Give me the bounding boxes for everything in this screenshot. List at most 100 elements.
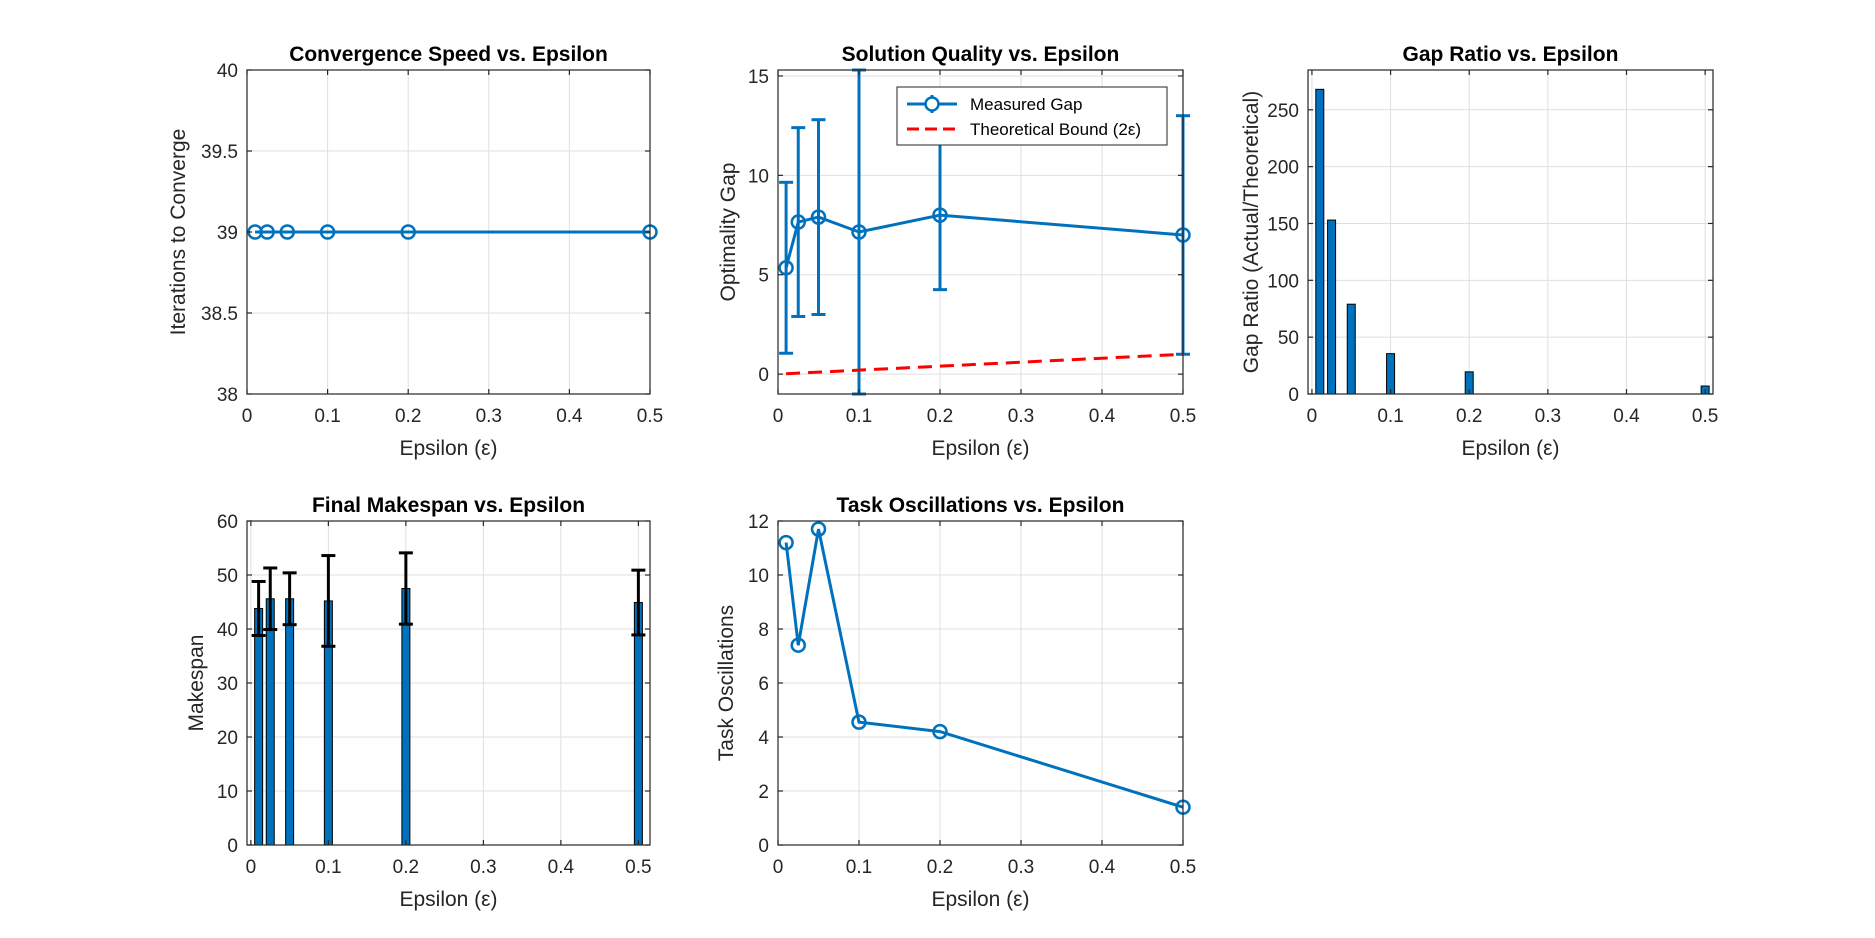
data-point xyxy=(259,224,275,240)
x-axis-label: Epsilon (ε) xyxy=(1461,437,1559,460)
data-point xyxy=(778,260,794,276)
x-tick-label: 0.5 xyxy=(625,857,651,878)
y-tick-label: 150 xyxy=(1267,214,1299,235)
x-axis-label: Epsilon (ε) xyxy=(399,437,497,460)
y-tick-label: 0 xyxy=(1288,385,1299,406)
x-tick-label: 0.1 xyxy=(846,857,872,878)
bar xyxy=(254,607,264,846)
x-tick-label: 0.4 xyxy=(1089,857,1116,878)
axes-box xyxy=(777,69,1184,395)
y-tick-label: 40 xyxy=(217,620,238,641)
x-tick-label: 0.5 xyxy=(1170,857,1196,878)
x-tick-label: 0.4 xyxy=(548,857,575,878)
x-tick-label: 0.4 xyxy=(1089,406,1116,427)
y-tick-label: 15 xyxy=(748,67,769,88)
error-bar xyxy=(398,551,413,626)
data-point xyxy=(400,224,416,240)
y-axis-label: Task Oscillations xyxy=(715,605,738,761)
y-tick-label: 100 xyxy=(1267,271,1299,292)
x-tick-label: 0.4 xyxy=(1613,406,1640,427)
x-axis-label: Epsilon (ε) xyxy=(931,437,1029,460)
ticks xyxy=(777,70,1184,394)
data-point xyxy=(279,224,296,240)
x-tick-label: 0.3 xyxy=(470,857,496,878)
bar xyxy=(401,588,411,846)
x-tick-label: 0.2 xyxy=(927,857,953,878)
subplot-1: 0 0.1 0.2 0.3 0.4 0.5 38 38.5 39 39.5 40 Convergenc… xyxy=(167,43,663,460)
y-tick-label: 0 xyxy=(758,365,769,386)
y-tick-label: 50 xyxy=(1278,328,1299,349)
x-tick-label: 0.2 xyxy=(393,857,419,878)
x-tick-label: 0.2 xyxy=(395,406,421,427)
bar xyxy=(1346,303,1356,395)
x-tick-label: 0.3 xyxy=(476,406,502,427)
bar xyxy=(1386,353,1396,395)
bar xyxy=(1315,88,1325,395)
x-tick-label: 0.4 xyxy=(556,406,583,427)
x-tick-label: 0.1 xyxy=(314,406,340,427)
x-tick-label: 0.1 xyxy=(315,857,341,878)
legend-marker xyxy=(924,96,940,112)
chart-title: Final Makespan vs. Epsilon xyxy=(312,494,585,517)
data-point xyxy=(851,714,867,730)
x-tick-label: 0 xyxy=(1307,406,1318,427)
x-tick-label: 0.3 xyxy=(1008,857,1034,878)
error-bar xyxy=(251,579,266,637)
y-tick-label: 20 xyxy=(217,728,238,749)
y-tick-label: 40 xyxy=(217,61,238,82)
subplot-4: 0 0.1 0.2 0.3 0.4 0.5 0 10 20 30 40 50 60 Final Makes… xyxy=(185,494,652,911)
y-tick-label: 0 xyxy=(758,836,769,857)
y-tick-label: 0 xyxy=(227,836,238,857)
ticks xyxy=(1308,70,1713,395)
y-tick-label: 10 xyxy=(748,566,769,587)
legend: Measured Gap Theoretical Bound (2ε) xyxy=(896,86,1168,146)
data-point xyxy=(790,214,806,230)
x-tick-label: 0.5 xyxy=(1692,406,1718,427)
y-tick-label: 200 xyxy=(1267,158,1299,179)
y-tick-label: 38.5 xyxy=(201,304,238,325)
legend-box xyxy=(896,86,1168,146)
x-tick-label: 0 xyxy=(246,857,257,878)
y-tick-label: 38 xyxy=(217,385,238,406)
y-tick-label: 12 xyxy=(748,512,769,533)
y-tick-label: 50 xyxy=(217,566,238,587)
x-tick-label: 0.5 xyxy=(637,406,663,427)
data-point xyxy=(790,637,806,653)
x-tick-label: 0.3 xyxy=(1535,406,1561,427)
y-tick-label: 60 xyxy=(217,512,238,533)
y-tick-label: 250 xyxy=(1267,101,1299,122)
ticks xyxy=(247,520,650,846)
data-point xyxy=(932,723,948,740)
subplot-2: 0 0.1 0.2 0.3 0.4 0.5 0 5 10 15 Solution Quality v… xyxy=(717,43,1196,460)
x-tick-label: 0.2 xyxy=(927,406,953,427)
x-tick-label: 0 xyxy=(773,857,784,878)
y-tick-label: 30 xyxy=(217,674,238,695)
y-axis-label: Iterations to Converge xyxy=(167,129,190,336)
legend-label: Measured Gap xyxy=(970,95,1082,114)
y-tick-label: 6 xyxy=(758,674,769,695)
y-tick-label: 8 xyxy=(758,620,769,641)
error-bar xyxy=(631,568,646,637)
x-tick-label: 0 xyxy=(242,406,253,427)
chart-title: Gap Ratio vs. Epsilon xyxy=(1403,43,1619,66)
x-tick-label: 0 xyxy=(773,406,784,427)
x-axis-label: Epsilon (ε) xyxy=(399,888,497,911)
y-tick-label: 2 xyxy=(758,782,769,803)
bar xyxy=(633,602,643,846)
data-point xyxy=(319,224,336,240)
x-tick-label: 0.3 xyxy=(1008,406,1034,427)
subplot-5: 0 0.1 0.2 0.3 0.4 0.5 0 2 4 6 8 10 12 Task Oscillatio… xyxy=(715,494,1196,911)
axes-box xyxy=(1307,69,1714,395)
ticks xyxy=(246,69,651,395)
y-axis-label: Optimality Gap xyxy=(717,163,740,302)
x-tick-label: 0.1 xyxy=(1377,406,1403,427)
error-bar xyxy=(263,566,278,632)
data-point xyxy=(932,207,948,223)
chart-title: Task Oscillations vs. Epsilon xyxy=(837,494,1125,517)
data-point xyxy=(810,209,827,225)
series-line-theoretical-bound xyxy=(786,352,1184,376)
y-axis-label: Makespan xyxy=(185,635,208,732)
y-tick-label: 39.5 xyxy=(201,142,238,163)
